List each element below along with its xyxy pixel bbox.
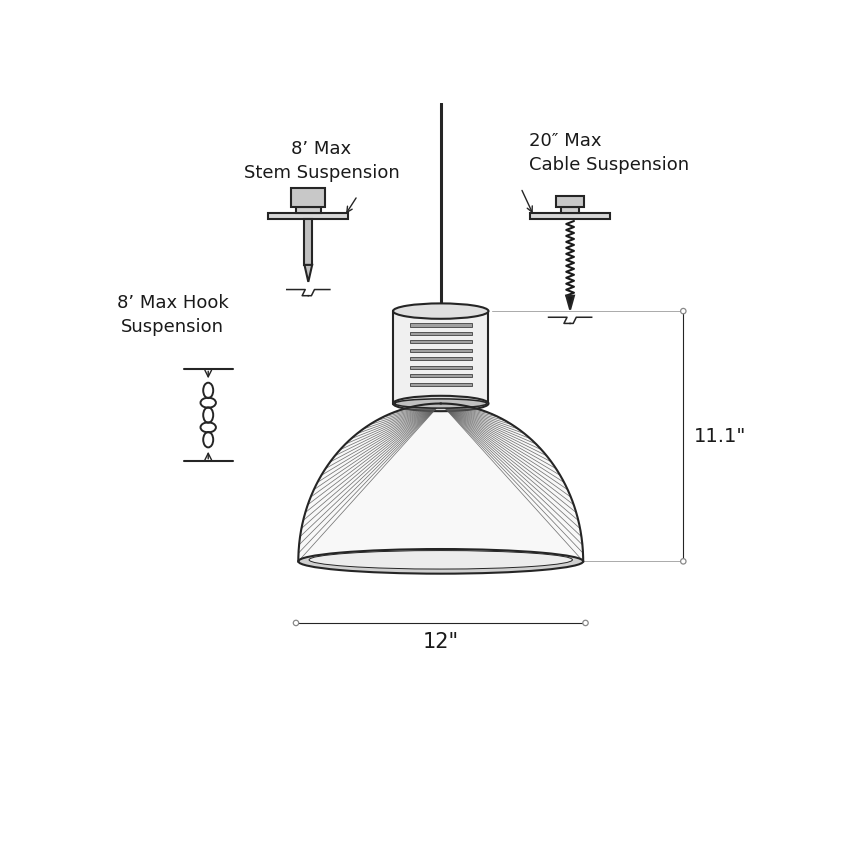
Bar (410, 366, 471, 369)
Ellipse shape (680, 559, 686, 564)
Text: 8’ Max Hook
Suspension: 8’ Max Hook Suspension (117, 294, 229, 335)
Bar (530, 213, 610, 218)
Bar (296, 207, 321, 213)
Ellipse shape (293, 620, 298, 625)
Bar (410, 383, 471, 386)
Bar (268, 213, 348, 218)
Ellipse shape (395, 399, 487, 408)
Bar (410, 357, 471, 360)
Ellipse shape (393, 304, 488, 319)
Text: 8’ Max
Stem Suspension: 8’ Max Stem Suspension (243, 140, 399, 181)
Bar (304, 218, 312, 265)
Ellipse shape (309, 550, 573, 569)
Text: 11.1": 11.1" (694, 427, 746, 445)
Polygon shape (298, 403, 583, 562)
Bar (410, 341, 471, 343)
Polygon shape (304, 265, 312, 282)
Polygon shape (566, 296, 574, 310)
Bar (561, 207, 580, 213)
Ellipse shape (298, 549, 583, 574)
Bar (393, 311, 488, 403)
Ellipse shape (393, 396, 488, 411)
Bar (292, 187, 325, 207)
Bar (410, 349, 471, 352)
Ellipse shape (583, 620, 588, 625)
Bar (410, 332, 471, 335)
Bar (410, 374, 471, 378)
Ellipse shape (680, 309, 686, 314)
Text: 20″ Max
Cable Suspension: 20″ Max Cable Suspension (529, 132, 690, 174)
Text: 12": 12" (422, 632, 459, 652)
Bar (410, 323, 471, 327)
Bar (556, 196, 584, 207)
